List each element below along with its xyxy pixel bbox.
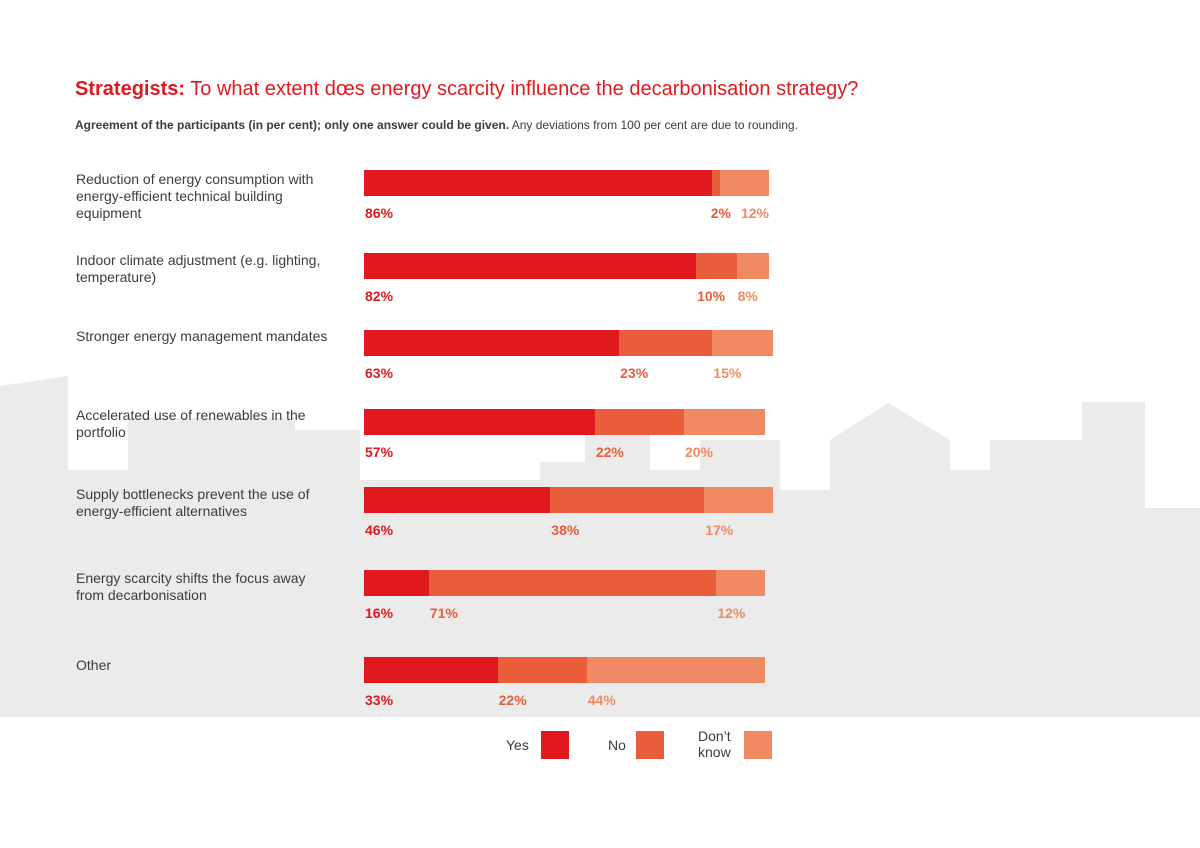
- bar-segment-yes: [364, 487, 551, 513]
- value-label-yes: 63%: [365, 365, 394, 381]
- legend-swatch-yes: [541, 731, 569, 759]
- value-label-no: 23%: [620, 365, 649, 381]
- category-label: Supply bottlenecks prevent the use of en…: [76, 486, 310, 519]
- title-highlight: Strategists:: [75, 78, 186, 100]
- category-label: Energy scarcity shifts the focus away fr…: [76, 570, 306, 603]
- value-label-no: 22%: [498, 692, 527, 708]
- legend-label-yes: Yes: [506, 737, 529, 753]
- bar-segment-no: [497, 657, 587, 683]
- bar-segment-dont-know: [736, 253, 769, 279]
- bar-segment-dont-know: [683, 409, 765, 435]
- chart-title: Strategists: To what extent dœs energy s…: [75, 78, 858, 101]
- bar-segment-yes: [364, 253, 697, 279]
- legend-label-no: No: [608, 737, 626, 753]
- value-label-yes: 16%: [365, 605, 394, 621]
- category-label: Reduction of energy consumption with ene…: [76, 171, 314, 221]
- value-label-no: 10%: [697, 288, 726, 304]
- bar-segment-no: [619, 330, 713, 356]
- bar-segment-no: [428, 570, 717, 596]
- bar-segment-no: [550, 487, 705, 513]
- value-label-yes: 33%: [365, 692, 394, 708]
- value-label-no: 38%: [551, 522, 580, 538]
- bar-segment-dont-know: [720, 170, 769, 196]
- chart-subtitle: Agreement of the participants (in per ce…: [75, 118, 798, 132]
- value-label-dont-know: 12%: [740, 205, 769, 221]
- legend-swatch-dont-know: [744, 731, 772, 759]
- bar-segment-dont-know: [716, 570, 765, 596]
- category-label: Other: [76, 657, 112, 673]
- value-label-yes: 82%: [365, 288, 394, 304]
- legend-swatch-no: [636, 731, 664, 759]
- legend-label-dont-know: Don’t know: [698, 728, 731, 760]
- bar-segment-yes: [364, 409, 595, 435]
- value-label-no: 22%: [595, 444, 624, 460]
- subtitle-note: Any deviations from 100 per cent are due…: [509, 118, 798, 132]
- bar-segment-no: [696, 253, 737, 279]
- value-label-yes: 57%: [365, 444, 394, 460]
- value-label-dont-know: 12%: [717, 605, 746, 621]
- category-label: Indoor climate adjustment (e.g. lighting…: [76, 252, 321, 285]
- value-label-dont-know: 44%: [587, 692, 616, 708]
- value-label-yes: 86%: [365, 205, 394, 221]
- bar-segment-yes: [364, 170, 713, 196]
- skyline-shape: [0, 376, 1200, 717]
- bar-segment-yes: [364, 570, 429, 596]
- subtitle-highlight: Agreement of the participants (in per ce…: [75, 118, 510, 132]
- value-label-dont-know: 8%: [737, 288, 758, 304]
- title-question: To what extent dœs energy scarcity influ…: [185, 78, 859, 100]
- value-label-no: 71%: [429, 605, 458, 621]
- bar-segment-dont-know: [712, 330, 774, 356]
- bar-segment-yes: [364, 330, 620, 356]
- value-label-no: 2%: [710, 205, 731, 221]
- bar-segment-no: [594, 409, 684, 435]
- bar-segment-yes: [364, 657, 498, 683]
- bar-segment-dont-know: [586, 657, 765, 683]
- value-label-dont-know: 20%: [684, 444, 713, 460]
- category-label: Accelerated use of renewables in the por…: [76, 407, 306, 440]
- value-label-dont-know: 17%: [705, 522, 734, 538]
- value-label-dont-know: 15%: [713, 365, 742, 381]
- bar-segment-dont-know: [704, 487, 774, 513]
- bar-segment-no: [712, 170, 721, 196]
- value-label-yes: 46%: [365, 522, 394, 538]
- category-label: Stronger energy management mandates: [76, 328, 328, 344]
